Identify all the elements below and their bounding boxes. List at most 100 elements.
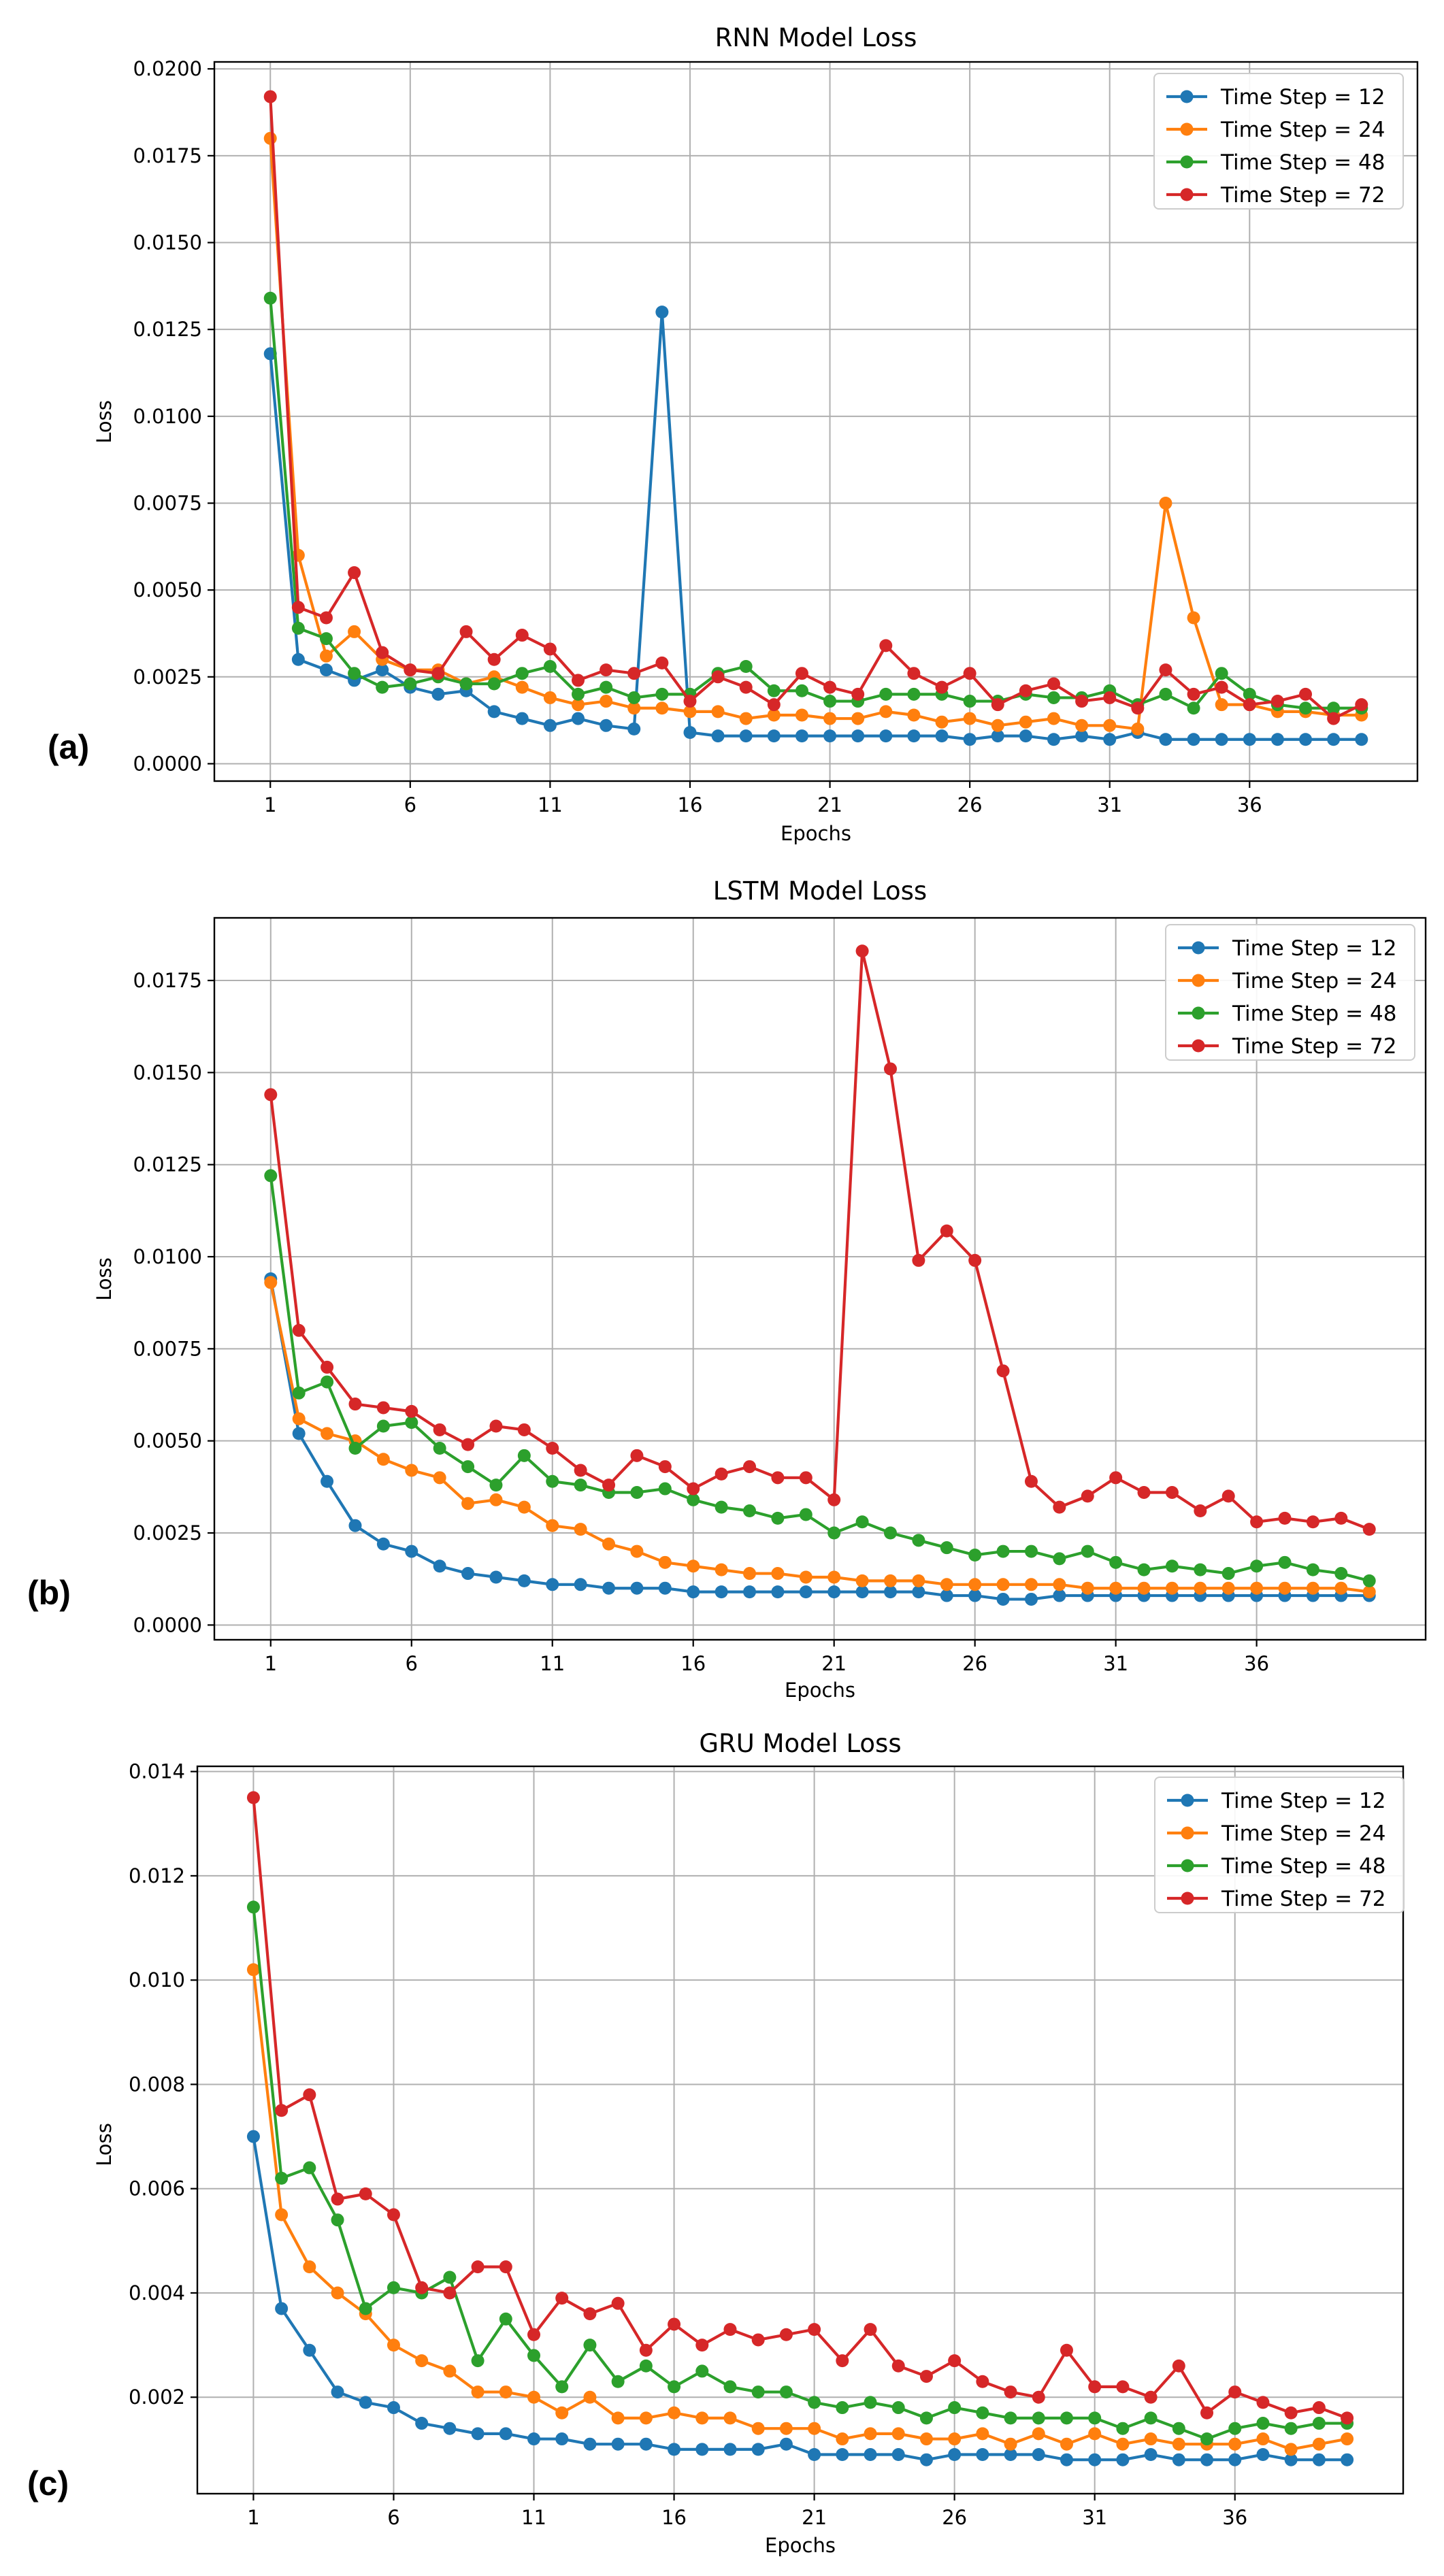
x-tick-label: 26	[962, 1652, 987, 1675]
data-point	[303, 2161, 316, 2175]
x-tick-label: 1	[247, 2506, 259, 2529]
series-line-4	[269, 949, 1370, 1531]
data-point	[827, 1493, 841, 1506]
data-point	[1299, 687, 1313, 701]
data-point	[415, 2281, 429, 2294]
data-point	[779, 2422, 793, 2435]
legend-entry-label: Time Step = 72	[1232, 1034, 1396, 1059]
data-point	[1243, 733, 1256, 746]
data-point	[836, 2354, 849, 2368]
data-point	[471, 2427, 485, 2441]
x-tick-label: 11	[538, 793, 563, 816]
x-tick-label: 16	[680, 1652, 706, 1675]
data-point	[415, 2354, 429, 2368]
data-point	[431, 667, 445, 680]
data-point	[687, 1482, 700, 1496]
data-point	[1172, 2437, 1185, 2451]
data-point	[1081, 1489, 1094, 1503]
data-point	[940, 1224, 953, 1238]
data-point	[864, 2396, 877, 2409]
chart-title: LSTM Model Loss	[713, 876, 927, 906]
data-point	[827, 1526, 841, 1540]
data-point	[851, 729, 865, 743]
data-point	[919, 2432, 933, 2446]
data-point	[1088, 2380, 1102, 2394]
data-point	[1053, 1578, 1066, 1591]
data-point	[1228, 2437, 1242, 2451]
data-point	[711, 729, 725, 743]
data-point	[715, 1585, 728, 1599]
legend: Time Step = 12 Time Step = 24 Time Step = …	[1165, 924, 1415, 1061]
data-point	[630, 1545, 644, 1558]
data-point	[1019, 715, 1032, 729]
data-point	[1060, 2437, 1073, 2451]
data-point	[655, 701, 669, 715]
data-point	[583, 2390, 597, 2404]
data-point	[827, 1585, 841, 1599]
plot-area: 1 6 11 16 21 26 31 360.0020.0040.0060.0080.0100…	[129, 1760, 1405, 2529]
data-point	[879, 639, 893, 653]
y-tick-label: 0.0125	[133, 318, 202, 341]
data-point	[683, 705, 697, 719]
legend: Time Step = 12 Time Step = 24 Time Step = …	[1154, 1777, 1405, 1913]
data-point	[404, 677, 417, 691]
data-point	[883, 1574, 897, 1587]
data-point	[319, 632, 333, 646]
data-point	[1075, 695, 1089, 708]
data-point	[996, 1545, 1010, 1558]
data-point	[940, 1541, 953, 1555]
data-point	[303, 2088, 316, 2102]
data-point	[935, 715, 949, 729]
data-point	[1172, 2453, 1185, 2466]
data-point	[348, 625, 361, 638]
data-point	[627, 722, 641, 736]
data-point	[291, 601, 305, 614]
data-point	[751, 2443, 765, 2456]
data-point	[855, 1585, 869, 1599]
data-point	[527, 2349, 541, 2362]
data-point	[1047, 733, 1060, 746]
data-point	[1109, 1555, 1123, 1569]
data-point	[443, 2270, 457, 2284]
data-point	[711, 670, 725, 684]
plot-area: 1 6 11 16 21 26 31 360.00000.00250.00500.00750.…	[133, 917, 1427, 1675]
legend-entry-label: Time Step = 24	[1232, 969, 1396, 993]
data-point	[1250, 1559, 1264, 1573]
data-point	[996, 1364, 1010, 1378]
data-point	[489, 1570, 503, 1584]
data-point	[963, 712, 977, 725]
data-point	[771, 1471, 785, 1485]
data-point	[572, 698, 585, 712]
x-axis-label: Epochs	[765, 2534, 836, 2557]
data-point	[1053, 1500, 1066, 1514]
y-axis-label: Loss	[93, 2123, 116, 2166]
y-axis-label: Loss	[93, 400, 116, 444]
legend-marker	[1192, 974, 1205, 987]
legend-marker	[1181, 1892, 1194, 1905]
data-point	[655, 306, 669, 319]
y-tick-label: 0.004	[129, 2281, 185, 2305]
data-point	[1284, 2422, 1298, 2435]
data-point	[405, 1416, 419, 1430]
data-point	[443, 2364, 457, 2378]
data-point	[723, 2323, 737, 2336]
data-point	[1053, 1552, 1066, 1566]
data-point	[919, 2453, 933, 2466]
data-point	[1187, 733, 1200, 746]
data-point	[963, 667, 977, 680]
data-point	[1284, 2406, 1298, 2420]
data-point	[1306, 1515, 1319, 1529]
data-point	[471, 2354, 485, 2368]
y-tick-label: 0.0075	[133, 491, 202, 514]
data-point	[264, 1276, 278, 1289]
data-point	[546, 1519, 559, 1532]
data-point	[668, 2317, 681, 2331]
data-point	[808, 2396, 821, 2409]
data-point	[639, 2411, 653, 2425]
data-point	[1137, 1485, 1151, 1499]
data-point	[836, 2401, 849, 2415]
data-point	[739, 712, 753, 725]
data-point	[376, 663, 389, 677]
data-point	[348, 1519, 362, 1532]
data-point	[1088, 2453, 1102, 2466]
